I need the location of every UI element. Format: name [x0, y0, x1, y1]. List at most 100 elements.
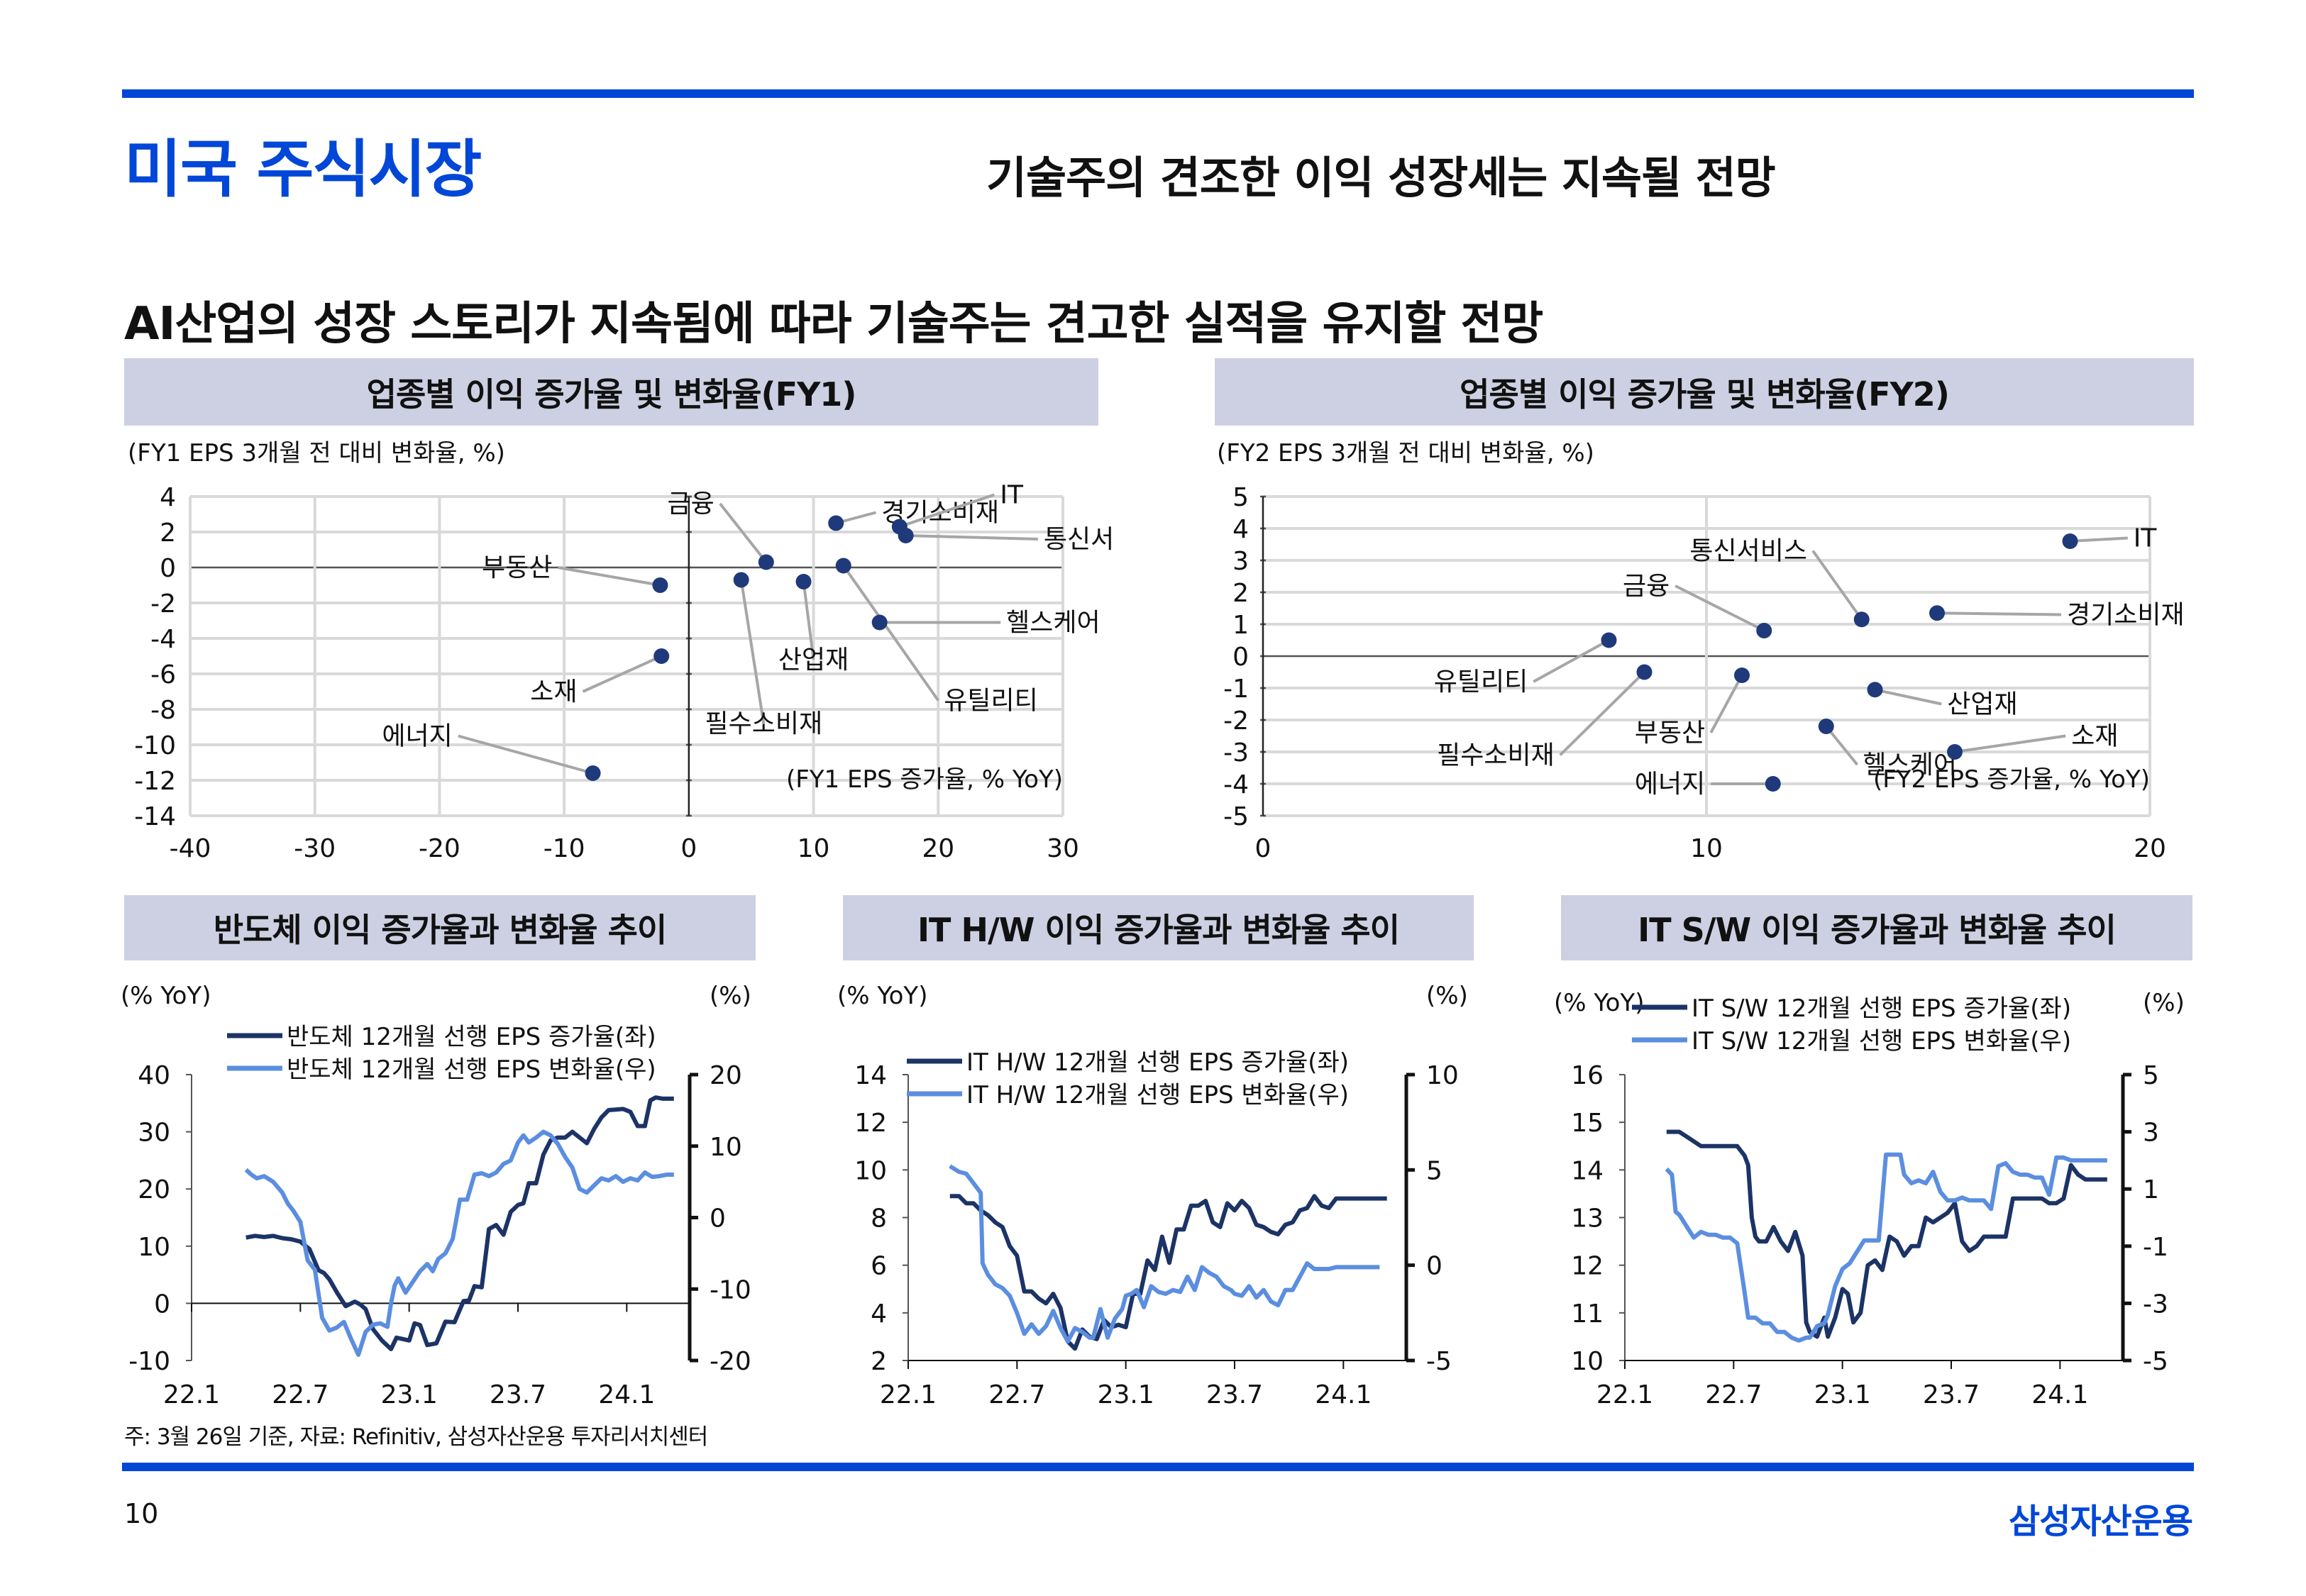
data-point	[652, 577, 668, 593]
left-tick-label: 2	[871, 1347, 887, 1376]
point-label: 경기소비재	[2067, 601, 2185, 630]
x-tick-label: 23.7	[1206, 1380, 1263, 1409]
page-subtitle: 기술주의 견조한 이익 성장세는 지속될 전망	[986, 152, 1776, 204]
leader-line	[1675, 584, 1765, 632]
data-point	[871, 614, 888, 631]
left-tick-label: 11	[1571, 1299, 1604, 1329]
leader-line	[1559, 671, 1645, 756]
leader-line	[1954, 734, 2066, 753]
left-tick-label: -10	[128, 1347, 170, 1376]
left-tick-label: 12	[854, 1109, 887, 1138]
legend-label: IT S/W 12개월 선행 EPS 증가율(좌)	[1692, 994, 2071, 1023]
data-point	[585, 765, 601, 781]
page-number: 10	[124, 1498, 159, 1529]
bottom-rule	[122, 1463, 2194, 1471]
point-label: 통신서비스	[1689, 537, 1807, 566]
x-tick-label: 23.1	[381, 1380, 438, 1409]
y-tick-label: -3	[1223, 738, 1249, 767]
chart-header-itsw: IT S/W 이익 증가율과 변화율 추이	[1561, 895, 2192, 960]
leader-line	[1875, 688, 1942, 706]
legend-label: IT H/W 12개월 선행 EPS 변화율(우)	[966, 1081, 1349, 1109]
company-logo: 삼성자산운용	[2009, 1502, 2193, 1541]
right-tick-label: -5	[1426, 1347, 1452, 1376]
leader-line	[1936, 611, 2062, 616]
y-tick-label: -6	[150, 660, 176, 689]
left-tick-label: 14	[854, 1061, 887, 1090]
leader-line	[1709, 675, 1743, 733]
series-line-revision	[949, 1164, 1380, 1344]
left-tick-label: 13	[1571, 1204, 1604, 1234]
point-label: 산업재	[778, 645, 849, 675]
x-tick-label: -40	[170, 834, 211, 863]
right-axis-unit: (%)	[2143, 989, 2185, 1017]
y-axis-label: (FY1 EPS 3개월 전 대비 변화율, %)	[128, 439, 505, 467]
left-tick-label: 15	[1571, 1109, 1604, 1138]
point-label: 헬스케어	[1006, 609, 1100, 638]
x-tick-label: 23.7	[1923, 1380, 1980, 1409]
data-point	[1929, 605, 1945, 621]
x-tick-label: 0	[680, 834, 697, 863]
data-point	[2062, 533, 2078, 549]
legend-label: IT S/W 12개월 선행 EPS 변화율(우)	[1692, 1027, 2071, 1055]
x-tick-label: 30	[1047, 834, 1079, 863]
y-tick-label: -1	[1223, 675, 1249, 704]
x-tick-label: 20	[922, 834, 954, 863]
y-tick-label: 0	[1232, 643, 1249, 672]
data-point	[898, 528, 914, 543]
leader-line	[802, 581, 815, 660]
point-label: 유틸리티	[1434, 667, 1528, 697]
leader-line	[458, 734, 594, 775]
right-tick-label: 0	[1426, 1252, 1442, 1281]
left-tick-label: 12	[1571, 1252, 1604, 1281]
left-tick-label: 0	[154, 1290, 170, 1319]
y-tick-label: -8	[150, 696, 176, 725]
data-point	[733, 572, 749, 588]
right-tick-label: -10	[710, 1275, 751, 1304]
right-axis-unit: (%)	[710, 982, 751, 1010]
point-label: 금융	[668, 489, 715, 519]
leader-line	[1533, 638, 1610, 683]
right-tick-label: 0	[710, 1204, 726, 1234]
right-tick-label: -3	[2143, 1290, 2168, 1319]
leader-line	[1811, 550, 1863, 621]
point-label: IT	[2134, 524, 2158, 553]
y-tick-label: 5	[1232, 483, 1249, 512]
leader-line	[899, 493, 995, 528]
right-tick-label: -20	[710, 1347, 751, 1376]
x-tick-label: 22.1	[163, 1380, 220, 1409]
page-title: 미국 주식시장	[124, 133, 482, 206]
section-heading: AI산업의 성장 스토리가 지속됨에 따라 기술주는 견고한 실적을 유지할 전…	[124, 298, 1543, 350]
leader-line	[719, 502, 768, 563]
data-point	[758, 554, 774, 570]
left-tick-label: 10	[138, 1233, 170, 1262]
left-axis-unit: (% YoY)	[121, 982, 211, 1010]
series-line-revision	[1665, 1152, 2107, 1343]
y-tick-label: 4	[160, 483, 176, 512]
legend-label: IT H/W 12개월 선행 EPS 증가율(좌)	[966, 1048, 1349, 1077]
chart-header-fy2: 업종별 이익 증가율 및 변화율(FY2)	[1215, 358, 2194, 426]
data-point	[653, 648, 670, 664]
legend-label: 반도체 12개월 선행 EPS 변화율(우)	[287, 1055, 656, 1084]
point-label: 금융	[1623, 572, 1670, 601]
x-tick-label: 23.1	[1814, 1380, 1871, 1409]
leader-line	[905, 534, 1038, 541]
y-tick-label: 1	[1232, 611, 1249, 640]
semi-line-chart: 40 30 20 10 0 -10 20 10 0 -10 -20 22.1 22.7 23.1 23.7 2…	[121, 982, 751, 1409]
x-axis-label: (FY1 EPS 증가율, % YoY)	[786, 765, 1063, 794]
data-point	[1756, 623, 1772, 638]
leader-line	[558, 566, 661, 587]
point-label: 부동산	[1635, 719, 1705, 748]
leader-line	[582, 655, 663, 693]
x-tick-label: 24.1	[1315, 1380, 1372, 1409]
chart-header-semi: 반도체 이익 증가율과 변화율 추이	[124, 895, 756, 960]
fy1-scatter-chart: 420-2-4-6-8-10-12-14-40 -30 -20 -10 0 10 20 30(…	[128, 439, 1114, 863]
x-tick-label: -10	[544, 834, 585, 863]
x-tick-label: 10	[798, 834, 830, 863]
x-tick-label: 24.1	[2031, 1380, 2088, 1409]
right-tick-label: -5	[2143, 1347, 2168, 1376]
right-tick-label: 1	[2143, 1175, 2159, 1204]
x-tick-label: -30	[294, 834, 336, 863]
leader-line	[739, 580, 766, 724]
legend-label: 반도체 12개월 선행 EPS 증가율(좌)	[287, 1023, 656, 1051]
series-line-growth	[1666, 1129, 2107, 1339]
